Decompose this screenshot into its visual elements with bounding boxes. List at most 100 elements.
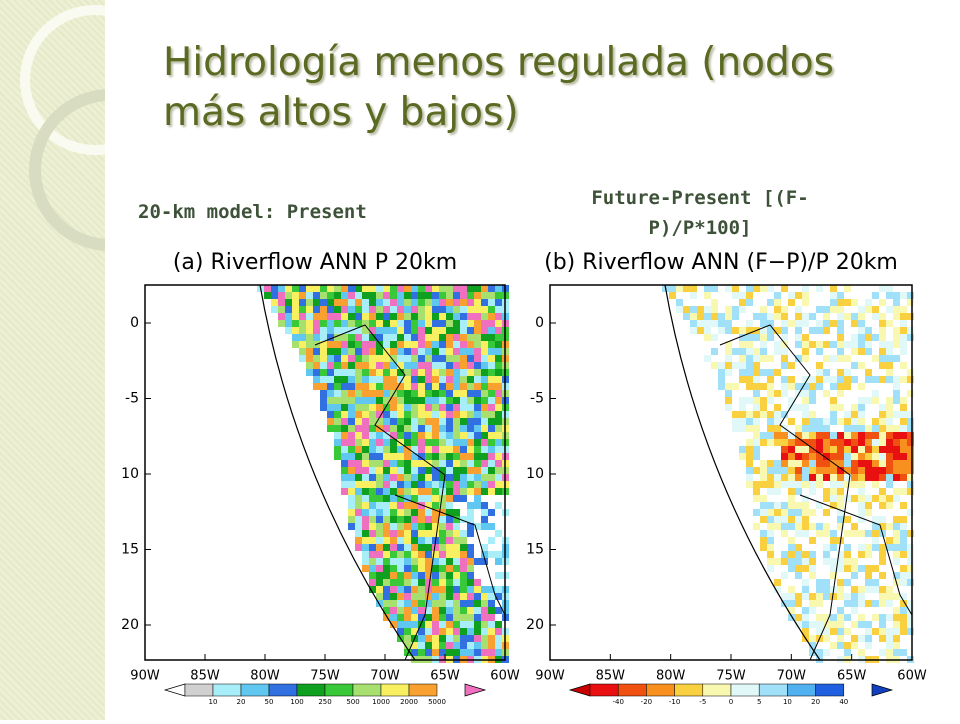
map-cell — [397, 460, 404, 467]
map-cell — [453, 446, 460, 453]
map-cell — [411, 649, 418, 656]
map-cell — [390, 530, 397, 537]
map-cell — [753, 285, 760, 292]
map-cell — [802, 607, 809, 614]
map-cell — [844, 299, 851, 306]
map-cell — [760, 320, 767, 327]
map-cell — [844, 334, 851, 341]
map-cell — [809, 565, 816, 572]
map-cell — [774, 299, 781, 306]
map-cell — [495, 537, 502, 544]
map-cell — [795, 530, 802, 537]
map-cell — [474, 474, 481, 481]
map-cell — [313, 348, 320, 355]
map-cell — [816, 313, 823, 320]
map-cell — [355, 285, 362, 292]
map-cell — [809, 579, 816, 586]
map-cell — [495, 642, 502, 649]
map-cell — [830, 502, 837, 509]
map-cell — [837, 390, 844, 397]
map-cell — [816, 341, 823, 348]
map-cell — [446, 516, 453, 523]
map-cell — [900, 348, 907, 355]
map-cell — [488, 495, 495, 502]
map-cell — [893, 635, 900, 642]
map-cell — [865, 551, 872, 558]
map-cell — [872, 600, 879, 607]
map-cell — [851, 572, 858, 579]
map-cell — [711, 348, 718, 355]
map-cell — [872, 411, 879, 418]
map-cell — [341, 488, 348, 495]
map-cell — [404, 530, 411, 537]
map-cell — [467, 285, 474, 292]
map-cell — [467, 565, 474, 572]
map-cell — [418, 299, 425, 306]
map-cell — [767, 362, 774, 369]
map-cell — [278, 320, 285, 327]
map-cell — [760, 355, 767, 362]
map-cell — [781, 348, 788, 355]
map-cell — [341, 404, 348, 411]
map-cell — [767, 299, 774, 306]
map-cell — [851, 467, 858, 474]
map-cell — [432, 509, 439, 516]
map-cell — [355, 341, 362, 348]
map-cell — [425, 369, 432, 376]
map-cell — [383, 292, 390, 299]
map-cell — [481, 432, 488, 439]
map-cell — [439, 348, 446, 355]
map-cell — [823, 453, 830, 460]
map-cell — [453, 649, 460, 656]
map-cell — [481, 642, 488, 649]
map-cell — [851, 502, 858, 509]
map-cell — [467, 607, 474, 614]
map-cell — [781, 474, 788, 481]
map-cell — [711, 306, 718, 313]
map-cell — [781, 551, 788, 558]
map-cell — [383, 362, 390, 369]
map-cell — [844, 544, 851, 551]
map-cell — [439, 516, 446, 523]
map-cell — [767, 390, 774, 397]
map-cell — [376, 530, 383, 537]
map-cell — [746, 488, 753, 495]
map-cell — [425, 299, 432, 306]
map-cell — [488, 460, 495, 467]
map-cell — [369, 509, 376, 516]
map-cell — [404, 411, 411, 418]
map-cell — [474, 467, 481, 474]
map-cell — [418, 418, 425, 425]
map-cell — [495, 313, 502, 320]
map-cell — [376, 586, 383, 593]
map-cell — [418, 509, 425, 516]
map-cell — [823, 474, 830, 481]
map-cell — [425, 516, 432, 523]
map-cell — [809, 649, 816, 656]
map-cell — [411, 425, 418, 432]
map-cell — [341, 285, 348, 292]
map-cell — [481, 439, 488, 446]
map-cell — [467, 502, 474, 509]
map-cell — [334, 418, 341, 425]
map-cell — [760, 439, 767, 446]
map-cell — [844, 516, 851, 523]
map-cell — [285, 285, 292, 292]
map-cell — [432, 285, 439, 292]
map-cell — [425, 537, 432, 544]
map-cell — [355, 348, 362, 355]
map-cell — [418, 348, 425, 355]
map-cell — [816, 467, 823, 474]
map-cell — [376, 404, 383, 411]
map-cell — [823, 488, 830, 495]
map-cell — [760, 285, 767, 292]
map-cell — [837, 481, 844, 488]
map-cell — [404, 488, 411, 495]
map-cell — [362, 467, 369, 474]
map-cell — [397, 530, 404, 537]
map-cell — [481, 481, 488, 488]
map-cell — [858, 376, 865, 383]
map-cell — [383, 488, 390, 495]
map-cell — [411, 306, 418, 313]
map-cell — [788, 495, 795, 502]
